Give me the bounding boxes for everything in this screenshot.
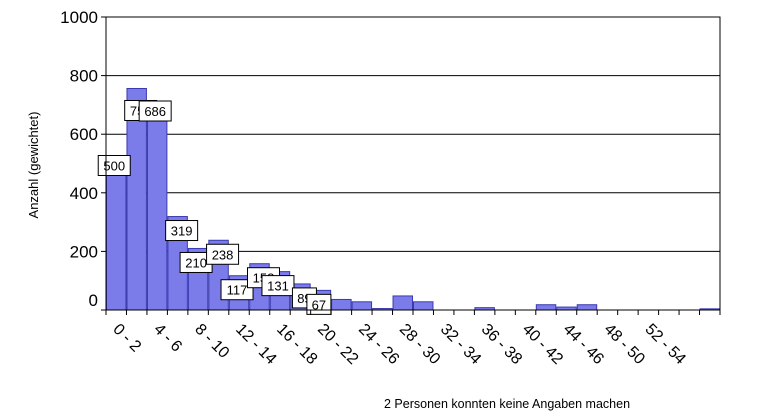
y-tick-label: 0 [89, 291, 98, 310]
x-tick-label: 24 - 26 [355, 321, 402, 368]
bar [535, 304, 557, 311]
bar [106, 163, 127, 311]
bar [126, 87, 147, 311]
x-tick-label: 4 - 6 [150, 321, 185, 356]
data-label: 686 [144, 104, 166, 119]
y-axis-label: Anzahl (gewichtet) [26, 112, 41, 219]
x-tick-label: 20 - 22 [314, 321, 361, 368]
x-tick-label: 12 - 14 [232, 321, 279, 368]
x-tick-label: 40 - 42 [519, 321, 566, 368]
data-label-box [165, 220, 199, 242]
data-label-box [206, 243, 240, 265]
x-tick-label: 44 - 46 [560, 321, 607, 368]
data-label: 238 [212, 247, 234, 262]
y-tick-label: 200 [70, 242, 98, 261]
x-tick-label: 16 - 18 [273, 321, 320, 368]
data-label-box [261, 275, 295, 297]
data-labels: 5007566863192102381171581318967 [97, 99, 332, 315]
x-tick-label: 32 - 34 [437, 321, 484, 368]
x-tick-label: 36 - 38 [478, 321, 525, 368]
data-label: 131 [267, 279, 289, 294]
y-tick-label: 1000 [60, 8, 98, 27]
y-tick-label: 600 [70, 125, 98, 144]
x-tick-label: 52 - 54 [642, 321, 689, 368]
bar [576, 304, 598, 311]
bar [413, 301, 434, 311]
data-label-box [306, 293, 332, 315]
footnote: 2 Personen konnten keine Angaben machen [384, 397, 631, 411]
data-label: 319 [171, 224, 193, 239]
bar [331, 298, 352, 311]
x-tick-label: 28 - 30 [396, 321, 443, 368]
data-label-box [138, 100, 172, 122]
gridlines [106, 16, 720, 252]
bar [392, 295, 413, 311]
data-label: 210 [185, 255, 207, 270]
y-tick-label: 800 [70, 67, 98, 86]
data-label: 67 [312, 297, 326, 312]
bar [146, 108, 168, 311]
x-tick-label: 8 - 10 [191, 321, 232, 362]
bars [106, 87, 720, 311]
x-tick-label: 0 - 2 [109, 321, 144, 356]
data-label-box [220, 279, 254, 301]
y-tick-label: 400 [70, 184, 98, 203]
x-tick-label: 48 - 50 [601, 321, 648, 368]
data-label: 117 [227, 283, 248, 298]
bar [351, 301, 373, 311]
data-label: 500 [103, 159, 125, 174]
